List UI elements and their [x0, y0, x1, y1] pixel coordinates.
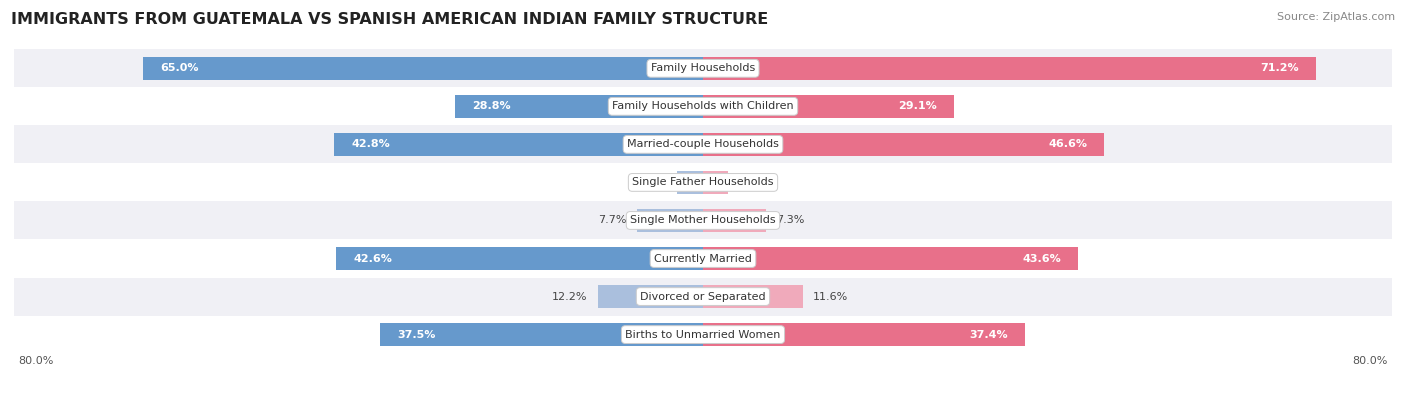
Bar — [456, 94, 703, 118]
Text: 46.6%: 46.6% — [1047, 139, 1087, 149]
Text: 12.2%: 12.2% — [553, 292, 588, 301]
Bar — [335, 133, 703, 156]
Bar — [637, 209, 703, 232]
Text: IMMIGRANTS FROM GUATEMALA VS SPANISH AMERICAN INDIAN FAMILY STRUCTURE: IMMIGRANTS FROM GUATEMALA VS SPANISH AME… — [11, 12, 769, 27]
Bar — [703, 171, 728, 194]
Text: Currently Married: Currently Married — [654, 254, 752, 263]
Text: 3.0%: 3.0% — [638, 177, 666, 188]
Text: 65.0%: 65.0% — [160, 63, 200, 73]
Text: Family Households: Family Households — [651, 63, 755, 73]
Bar — [598, 285, 703, 308]
Bar — [14, 49, 1392, 87]
Bar — [14, 164, 1392, 201]
Text: 80.0%: 80.0% — [18, 356, 53, 365]
Text: 42.6%: 42.6% — [353, 254, 392, 263]
Bar — [703, 133, 1104, 156]
Text: 29.1%: 29.1% — [897, 102, 936, 111]
Text: 42.8%: 42.8% — [352, 139, 391, 149]
Text: Source: ZipAtlas.com: Source: ZipAtlas.com — [1277, 12, 1395, 22]
Bar — [14, 87, 1392, 125]
Text: Married-couple Households: Married-couple Households — [627, 139, 779, 149]
Bar — [703, 94, 953, 118]
Text: Single Mother Households: Single Mother Households — [630, 215, 776, 226]
Bar — [336, 247, 703, 270]
Text: 71.2%: 71.2% — [1260, 63, 1299, 73]
Text: Single Father Households: Single Father Households — [633, 177, 773, 188]
Bar — [14, 125, 1392, 164]
Text: Divorced or Separated: Divorced or Separated — [640, 292, 766, 301]
Bar — [703, 323, 1025, 346]
Text: Family Households with Children: Family Households with Children — [612, 102, 794, 111]
Bar — [703, 285, 803, 308]
Bar — [380, 323, 703, 346]
Bar — [703, 56, 1316, 80]
Text: 80.0%: 80.0% — [1353, 356, 1388, 365]
Bar — [14, 278, 1392, 316]
Bar — [14, 239, 1392, 278]
Bar — [14, 316, 1392, 354]
Text: 7.7%: 7.7% — [598, 215, 626, 226]
Text: 11.6%: 11.6% — [813, 292, 848, 301]
Text: 7.3%: 7.3% — [776, 215, 804, 226]
Text: 37.5%: 37.5% — [398, 329, 436, 340]
Text: Births to Unmarried Women: Births to Unmarried Women — [626, 329, 780, 340]
Bar — [14, 201, 1392, 239]
Text: 28.8%: 28.8% — [472, 102, 510, 111]
Text: 37.4%: 37.4% — [969, 329, 1008, 340]
Text: 2.9%: 2.9% — [738, 177, 766, 188]
Bar — [143, 56, 703, 80]
Bar — [703, 247, 1078, 270]
Bar — [678, 171, 703, 194]
Bar — [703, 209, 766, 232]
Text: 43.6%: 43.6% — [1022, 254, 1062, 263]
